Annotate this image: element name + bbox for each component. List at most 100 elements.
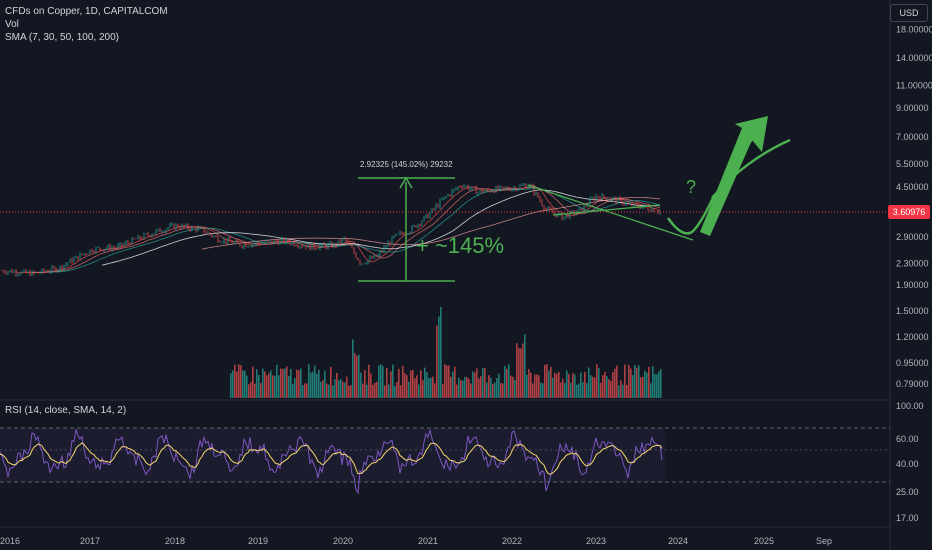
volume-bar xyxy=(502,383,504,398)
time-tick-label: 2021 xyxy=(418,536,438,546)
symbol-legend[interactable]: CFDs on Copper, 1D, CAPITALCOM xyxy=(5,6,168,17)
volume-bar xyxy=(474,372,476,398)
volume-bar xyxy=(268,373,270,398)
rsi-tick-label: 17.00 xyxy=(896,513,919,523)
volume-bar xyxy=(456,384,458,398)
price-tick-label: 2.90000 xyxy=(896,232,929,242)
trendline-lower[interactable] xyxy=(552,204,661,216)
volume-bar xyxy=(354,352,356,398)
price-tick-label: 2.30000 xyxy=(896,258,929,268)
volume-bar xyxy=(488,375,490,398)
volume-bar xyxy=(322,380,324,398)
projection-path[interactable] xyxy=(666,129,760,235)
volume-legend[interactable]: Vol xyxy=(5,19,19,30)
volume-bar xyxy=(516,343,518,398)
sma-line xyxy=(15,185,661,274)
volume-bar xyxy=(382,365,384,398)
volume-bar xyxy=(278,375,280,398)
volume-bar xyxy=(446,365,448,398)
rsi-tick-label: 40.00 xyxy=(896,459,919,469)
price-tick-label: 7.00000 xyxy=(896,132,929,142)
price-tick-label: 5.50000 xyxy=(896,159,929,169)
sma-line xyxy=(32,187,661,274)
volume-bar xyxy=(348,385,350,398)
volume-bar xyxy=(372,384,374,398)
volume-bar xyxy=(508,364,510,398)
volume-bar xyxy=(452,371,454,398)
volume-bar xyxy=(436,325,438,398)
volume-bar xyxy=(430,377,432,398)
volume-bar xyxy=(470,383,472,398)
currency-button[interactable]: USD xyxy=(890,4,928,22)
time-tick-label: 2017 xyxy=(80,536,100,546)
volume-bar xyxy=(458,377,460,398)
volume-bar xyxy=(356,355,358,398)
price-axis[interactable]: 18.00000 14.00000 11.00000 9.00000 7.00000 5.… xyxy=(896,24,932,389)
volume-bars xyxy=(230,307,662,398)
volume-bar xyxy=(460,380,462,398)
volume-bar xyxy=(544,364,546,398)
volume-bar xyxy=(306,383,308,398)
volume-bar xyxy=(600,382,602,398)
volume-bar xyxy=(328,384,330,398)
volume-bar xyxy=(374,382,376,398)
volume-bar xyxy=(584,371,586,398)
volume-bar xyxy=(442,384,444,398)
time-tick-label: 2025 xyxy=(754,536,774,546)
volume-bar xyxy=(610,380,612,398)
volume-bar xyxy=(576,384,578,398)
volume-bar xyxy=(562,378,564,398)
volume-bar xyxy=(570,382,572,398)
rsi-tick-label: 100.00 xyxy=(896,401,924,411)
volume-bar xyxy=(288,375,290,398)
volume-bar xyxy=(272,375,274,398)
volume-bar xyxy=(238,364,240,398)
volume-bar xyxy=(302,385,304,398)
volume-bar xyxy=(258,375,260,398)
gain-label: + ~145% xyxy=(416,233,504,258)
volume-bar xyxy=(568,374,570,398)
volume-bar xyxy=(630,368,632,398)
volume-bar xyxy=(560,382,562,398)
volume-bar xyxy=(540,382,542,398)
volume-bar xyxy=(536,374,538,398)
volume-bar xyxy=(422,380,424,398)
volume-bar xyxy=(412,369,414,398)
volume-bar xyxy=(310,372,312,398)
volume-bar xyxy=(284,368,286,398)
rsi-legend[interactable]: RSI (14, close, SMA, 14, 2) xyxy=(5,405,127,416)
volume-bar xyxy=(586,383,588,398)
trendline-upper[interactable] xyxy=(527,184,694,241)
volume-bar xyxy=(296,369,298,398)
measure-tool[interactable]: 2.92325 (145.02%) 29232 + ~145% xyxy=(358,160,504,282)
time-tick-label: Sep xyxy=(816,536,832,546)
volume-bar xyxy=(236,371,238,398)
volume-bar xyxy=(548,370,550,398)
volume-bar xyxy=(434,383,436,398)
price-tick-label: 1.90000 xyxy=(896,280,929,290)
volume-bar xyxy=(640,377,642,398)
volume-bar xyxy=(574,374,576,398)
volume-bar xyxy=(362,383,364,398)
time-axis[interactable]: 2016 2017 2018 2019 2020 2021 2022 2023 2024 2025… xyxy=(0,536,832,546)
price-tick-label: 0.95000 xyxy=(896,358,929,368)
volume-bar xyxy=(312,371,314,398)
volume-bar xyxy=(242,370,244,398)
volume-bar xyxy=(582,382,584,398)
volume-bar xyxy=(230,373,232,398)
volume-bar xyxy=(636,367,638,398)
volume-bar xyxy=(634,364,636,398)
volume-bar xyxy=(318,369,320,398)
volume-bar xyxy=(326,383,328,398)
volume-bar xyxy=(538,375,540,398)
volume-bar xyxy=(564,383,566,398)
volume-bar xyxy=(604,372,606,398)
volume-bar xyxy=(614,368,616,398)
rsi-axis[interactable]: 100.00 60.00 40.00 25.00 17.00 xyxy=(896,401,924,523)
volume-bar xyxy=(294,378,296,398)
volume-bar xyxy=(486,382,488,398)
volume-bar xyxy=(390,371,392,398)
price-tick-label: 1.20000 xyxy=(896,332,929,342)
sma-legend[interactable]: SMA (7, 30, 50, 100, 200) xyxy=(5,32,119,43)
